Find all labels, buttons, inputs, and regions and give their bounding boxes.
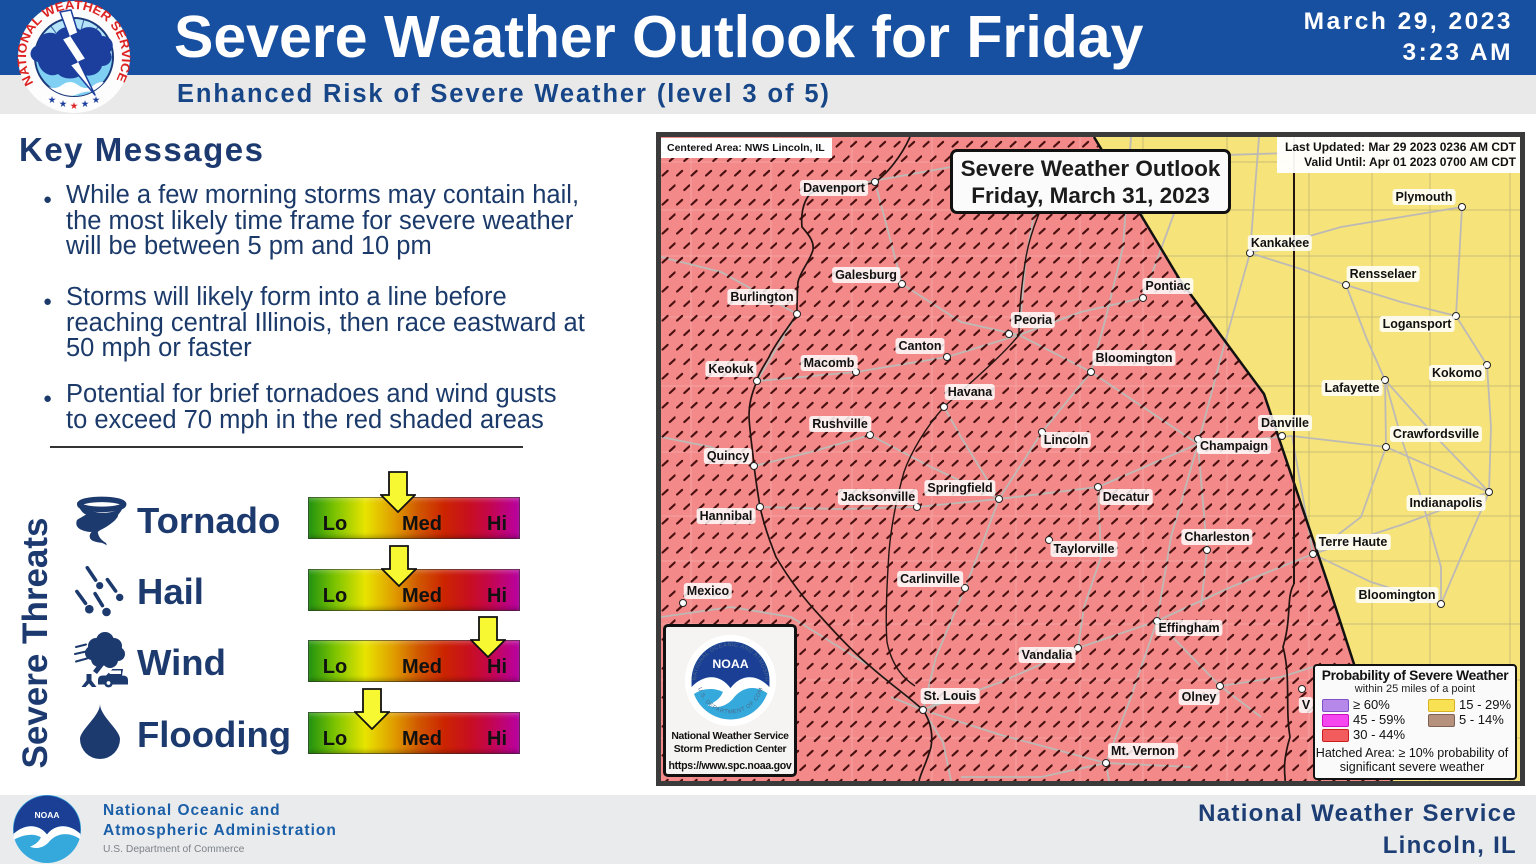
svg-text:★: ★ bbox=[48, 95, 57, 106]
svg-text:★: ★ bbox=[70, 101, 79, 112]
svg-text:★: ★ bbox=[81, 99, 90, 110]
svg-text:NOAA: NOAA bbox=[34, 810, 59, 820]
svg-text:NOAA: NOAA bbox=[712, 657, 748, 671]
svg-text:★: ★ bbox=[59, 99, 68, 110]
svg-text:★: ★ bbox=[92, 95, 101, 106]
